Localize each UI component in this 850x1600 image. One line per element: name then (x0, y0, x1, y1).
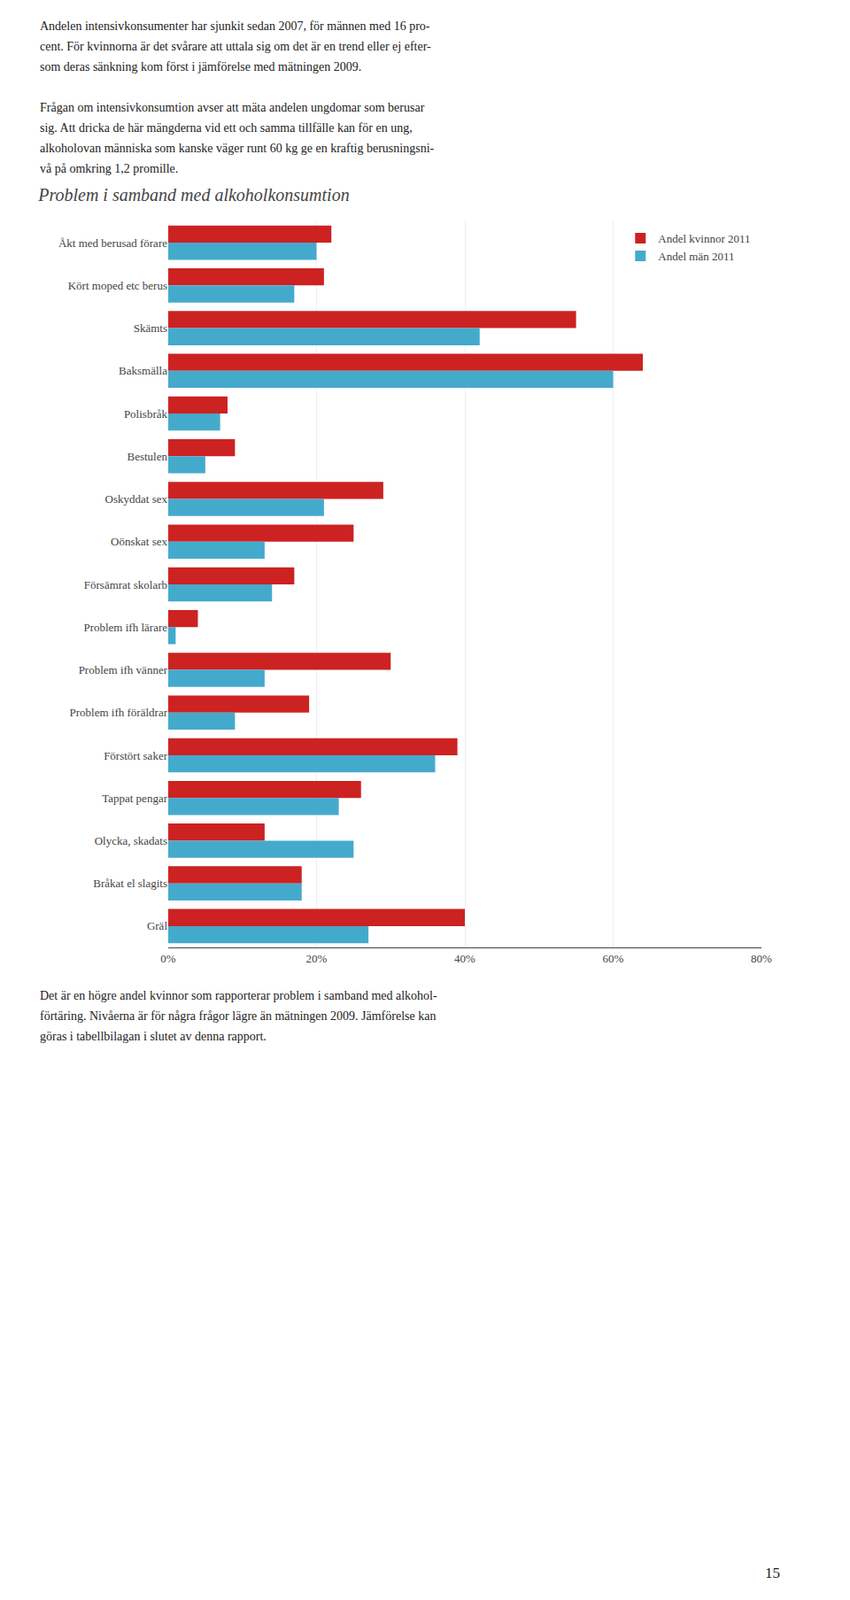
svg-text:Problem ifh lärare: Problem ifh lärare (83, 620, 168, 634)
svg-text:Andelen intensivkonsumenter ha: Andelen intensivkonsumenter har sjunkit … (39, 19, 431, 33)
svg-text:Kört moped etc berus: Kört moped etc berus (68, 278, 168, 293)
svg-text:0%: 0% (160, 951, 177, 966)
svg-text:80%: 80% (750, 951, 773, 966)
svg-text:Skämts: Skämts (133, 321, 168, 335)
svg-text:Försämrat skolarb: Försämrat skolarb (84, 578, 168, 592)
svg-text:Olycka, skadats: Olycka, skadats (94, 834, 168, 848)
svg-text:sig. Att dricka de här mängder: sig. Att dricka de här mängderna vid ett… (39, 121, 413, 135)
svg-text:Bestulen: Bestulen (127, 449, 169, 464)
svg-text:60%: 60% (602, 951, 625, 966)
svg-text:Andel män 2011: Andel män 2011 (657, 249, 735, 263)
svg-text:Åkt med berusad förare: Åkt med berusad förare (58, 236, 168, 250)
svg-text:göras i tabellbilagan i slutet: göras i tabellbilagan i slutet av denna … (39, 1029, 267, 1044)
svg-text:Det är en högre andel kvinnor: Det är en högre andel kvinnor som rappor… (39, 989, 438, 1003)
svg-text:Gräl: Gräl (146, 919, 168, 933)
svg-text:20%: 20% (306, 951, 328, 966)
svg-text:Oönskat sex: Oönskat sex (110, 534, 168, 549)
svg-text:Problem ifh vänner: Problem ifh vänner (78, 663, 169, 677)
svg-text:Problem ifh föräldrar: Problem ifh föräldrar (69, 705, 169, 719)
svg-text:Polisbråk: Polisbråk (123, 407, 169, 421)
svg-text:Problem i samband med alkoholk: Problem i samband med alkoholkonsumtion (37, 185, 349, 205)
svg-text:Frågan om intensivkonsumtion a: Frågan om intensivkonsumtion avser att m… (39, 100, 425, 115)
svg-text:förtäring. Nivåerna är för någ: förtäring. Nivåerna är för några frågor … (39, 1009, 436, 1023)
svg-text:Andel kvinnor 2011: Andel kvinnor 2011 (657, 231, 750, 246)
svg-text:40%: 40% (454, 951, 476, 966)
svg-text:vå på omkring 1,2 promille.: vå på omkring 1,2 promille. (39, 162, 178, 176)
svg-text:15: 15 (765, 1564, 781, 1582)
svg-text:cent. För kvinnorna är det svå: cent. För kvinnorna är det svårare att u… (39, 39, 432, 54)
svg-text:alkoholovan människa som kansk: alkoholovan människa som kanske väger ru… (39, 141, 435, 155)
svg-text:Bråkat el slagits: Bråkat el slagits (92, 876, 168, 890)
svg-text:som deras sänkning kom först i: som deras sänkning kom först i jämförels… (39, 60, 362, 74)
svg-text:Oskyddat sex: Oskyddat sex (105, 492, 169, 506)
svg-text:Tappat pengar: Tappat pengar (101, 791, 168, 805)
svg-text:Baksmälla: Baksmälla (118, 363, 168, 378)
svg-text:Förstört saker: Förstört saker (103, 748, 169, 762)
